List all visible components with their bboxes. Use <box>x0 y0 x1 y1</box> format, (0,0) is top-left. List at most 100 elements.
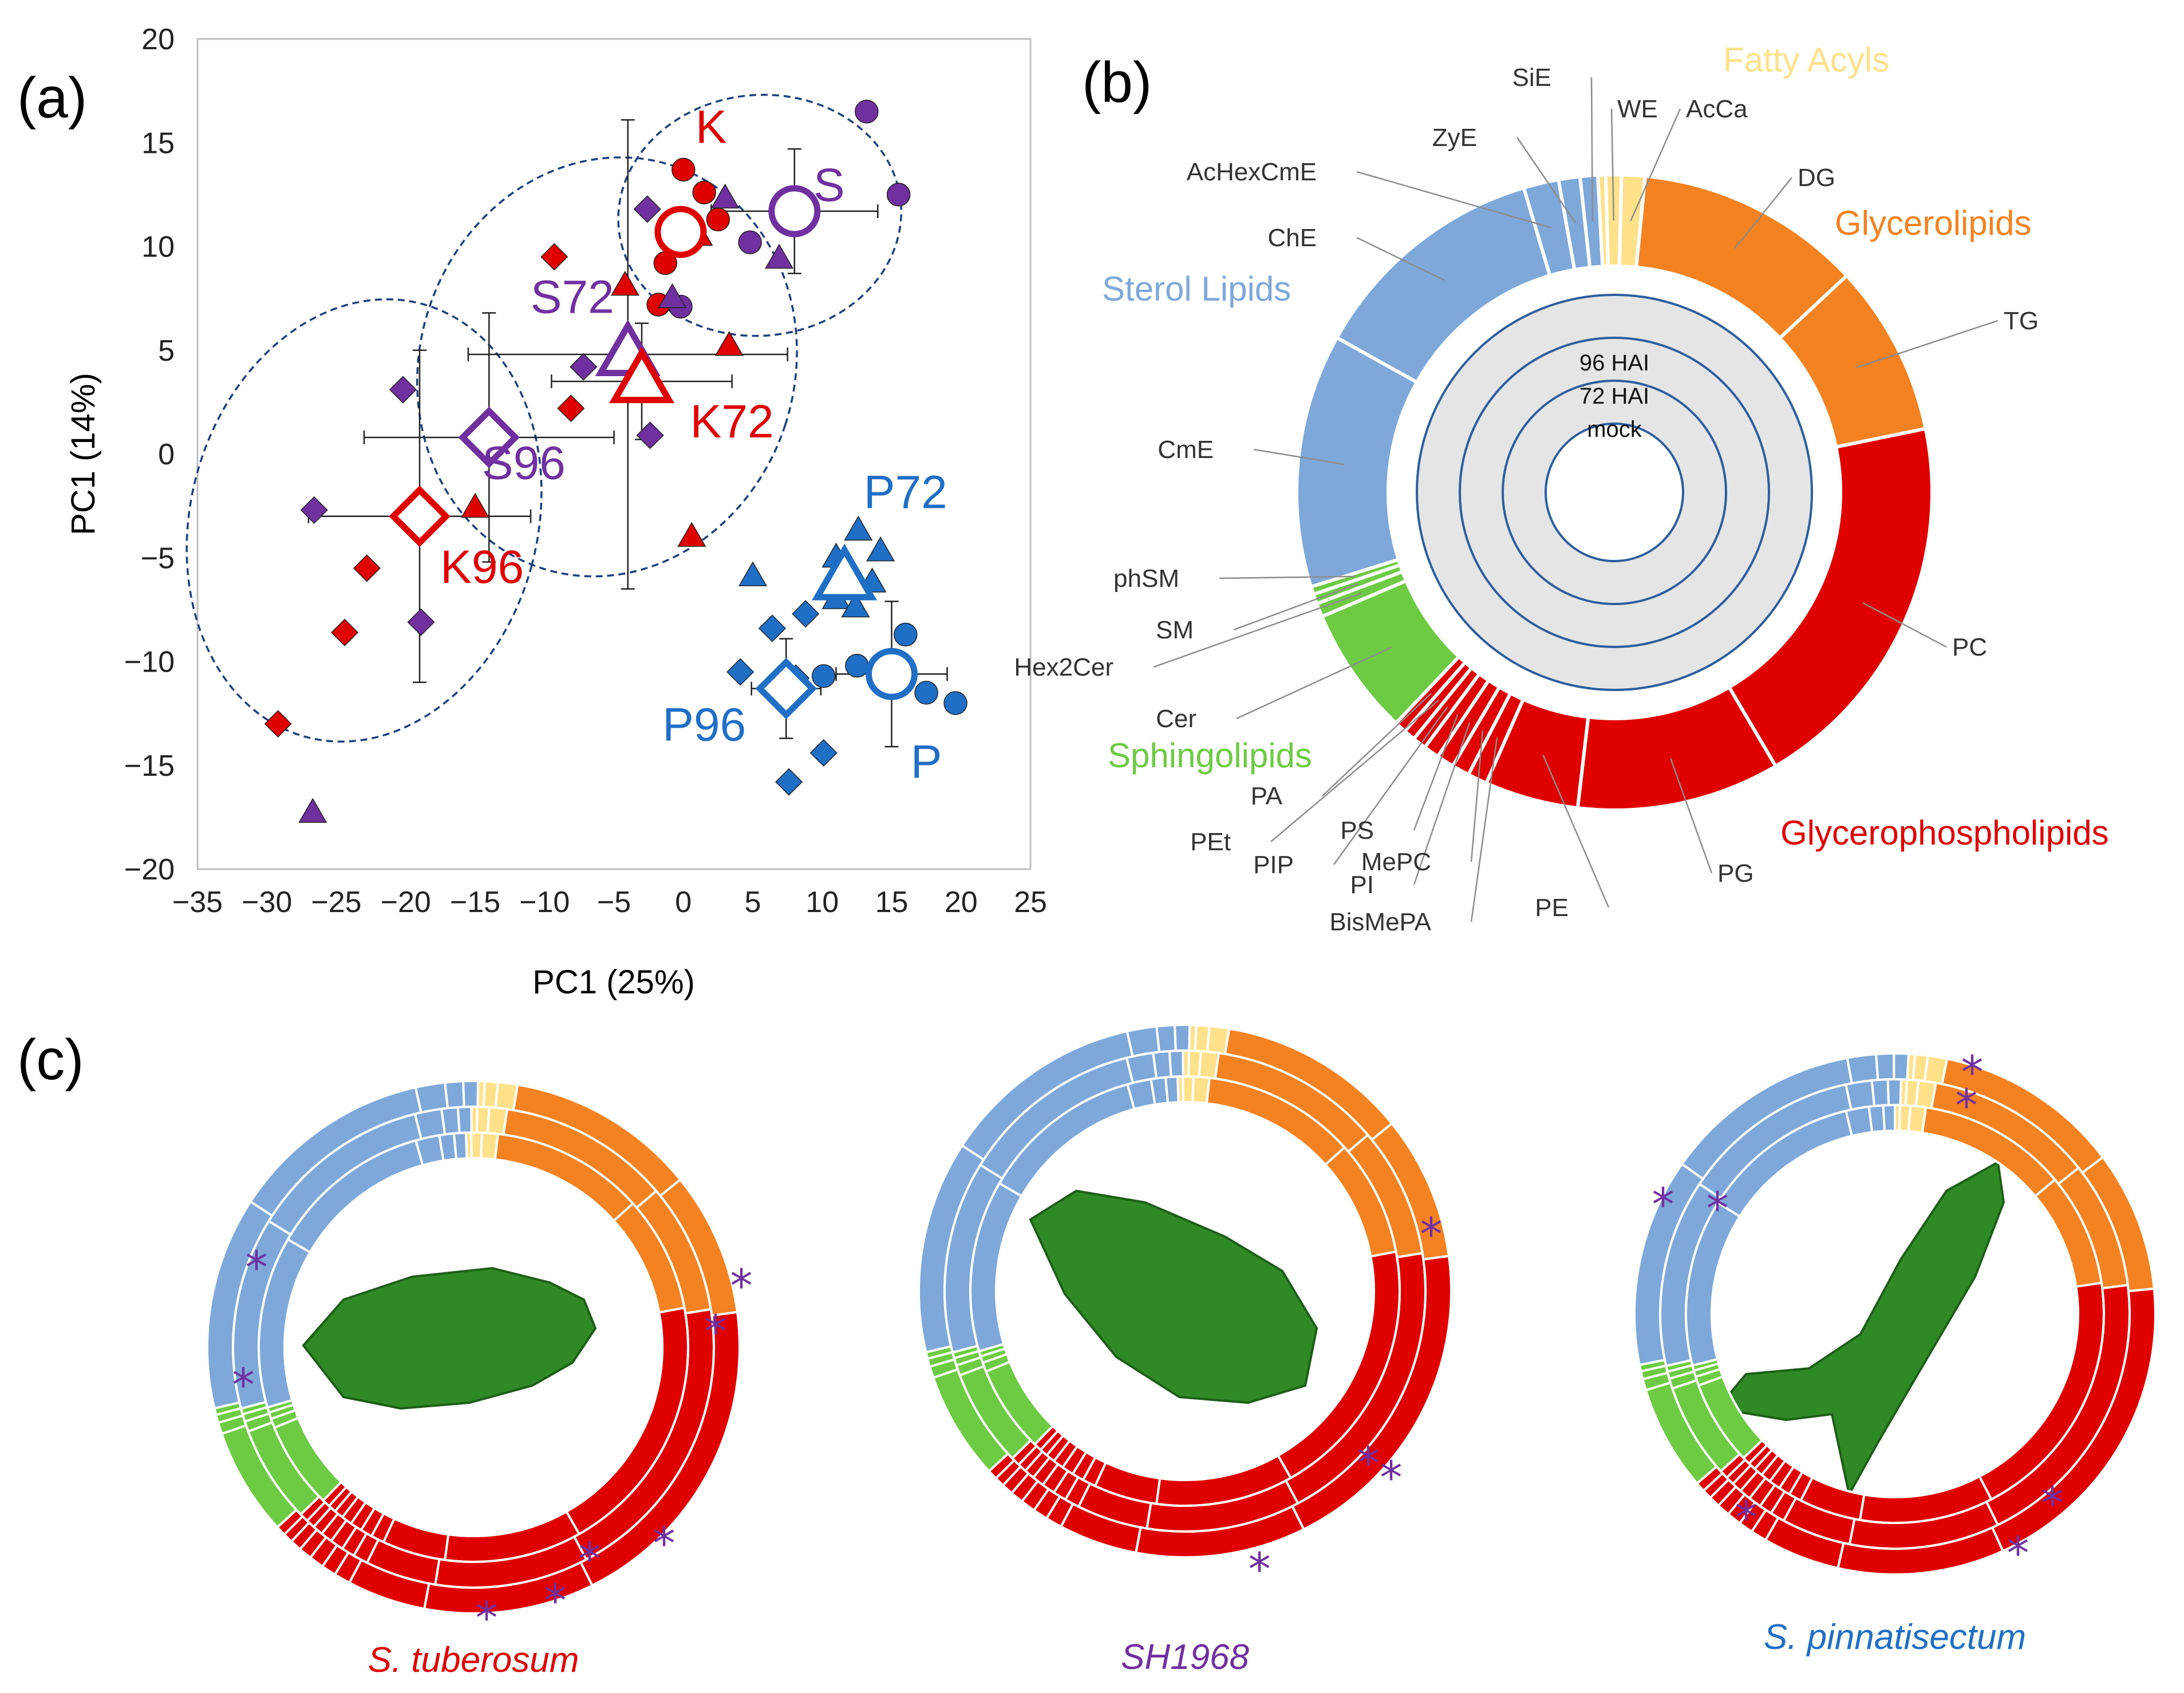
leader-line <box>1322 693 1432 796</box>
x-tick-label: 0 <box>675 886 692 919</box>
ring-segment <box>1844 1079 1876 1111</box>
donut-segment <box>1727 427 1934 769</box>
ring-segment <box>1882 1103 1896 1132</box>
data-point <box>557 394 585 423</box>
x-tick-label: −35 <box>172 886 223 919</box>
y-tick-label: −20 <box>124 853 175 886</box>
significance-star: * <box>1735 1493 1758 1544</box>
significance-star: * <box>1707 1183 1729 1235</box>
leaf-image <box>1029 1189 1318 1404</box>
centroid-marker <box>812 543 878 601</box>
significance-star: * <box>705 1307 727 1358</box>
leader-line <box>1670 758 1713 874</box>
data-point <box>844 515 873 541</box>
species-ring-tuberosum: ******** <box>206 1080 753 1644</box>
y-tick-label: 20 <box>141 23 175 56</box>
data-point <box>636 421 664 449</box>
y-tick-label: 5 <box>158 334 175 368</box>
leader-line <box>1413 714 1459 831</box>
ring-center <box>1545 423 1684 562</box>
group-centroids <box>389 185 918 720</box>
leader-line <box>1153 592 1362 668</box>
group-label: P96 <box>662 698 746 751</box>
segment-label: phSM <box>1113 565 1179 593</box>
data-point <box>738 561 768 586</box>
data-point <box>633 195 661 223</box>
leader-line <box>1855 319 1999 369</box>
segment-label: PE <box>1535 894 1569 922</box>
centroid-marker <box>755 657 817 720</box>
leader-line <box>1470 730 1484 862</box>
significance-star: * <box>476 1593 498 1644</box>
data-point <box>407 608 435 636</box>
leader-line <box>1630 108 1681 222</box>
x-tick-label: 25 <box>1014 886 1047 919</box>
y-axis-title: PC1 (14%) <box>65 373 102 535</box>
significance-star: * <box>1357 1438 1380 1490</box>
data-point <box>845 654 869 678</box>
ring-segment <box>414 1081 449 1114</box>
centroid-marker <box>654 206 707 258</box>
y-tick-label: 0 <box>158 438 175 471</box>
segment-label: PI <box>1350 871 1374 899</box>
significance-star: * <box>2041 1478 2064 1530</box>
data-point <box>658 283 687 309</box>
ring-segment <box>452 1131 468 1161</box>
x-tick-label: 15 <box>875 886 909 919</box>
significance-star: * <box>1380 1453 1403 1504</box>
significance-star: * <box>653 1518 676 1570</box>
segment-label: MePC <box>1361 848 1431 876</box>
ring-segment <box>1874 1052 1895 1082</box>
segment-leader-lines <box>1153 77 1999 922</box>
segment-label: PEt <box>1190 828 1231 856</box>
data-point <box>792 600 820 628</box>
group-label: K <box>696 101 727 153</box>
y-tick-label: −15 <box>124 749 175 783</box>
data-point <box>540 243 568 271</box>
y-tick-label: 10 <box>141 231 175 264</box>
data-point <box>570 353 598 381</box>
data-point <box>298 798 327 823</box>
segment-label: PA <box>1251 782 1283 810</box>
data-point <box>914 681 938 705</box>
data-point <box>738 230 762 254</box>
centroid-marker <box>768 185 821 238</box>
species-ring-pinnatisectum: *** ** ** <box>1633 1047 2157 1580</box>
ring-segment <box>456 1106 473 1134</box>
error-bars <box>307 119 948 748</box>
sample-points <box>264 100 967 823</box>
data-point <box>264 710 292 738</box>
data-point <box>710 183 740 209</box>
ring-segment <box>444 1080 465 1110</box>
ring-segment <box>1173 1024 1191 1052</box>
ring-segment <box>1886 1078 1902 1107</box>
centroid-marker <box>866 648 918 700</box>
data-point <box>389 376 417 404</box>
x-tick-label: 10 <box>805 886 839 919</box>
significance-star: * <box>730 1261 753 1312</box>
significance-star: * <box>1420 1209 1443 1261</box>
data-point <box>330 618 359 646</box>
data-point <box>811 664 836 688</box>
ring-segment <box>1893 1052 1910 1081</box>
x-tick-label: −30 <box>242 886 292 919</box>
data-point <box>610 270 639 296</box>
data-point <box>706 207 730 232</box>
x-tick-label: 5 <box>745 886 761 919</box>
species-panels: ******** ** ** *** ** ** S. tuberosum SH196… <box>206 1024 2157 1680</box>
data-point <box>460 492 490 518</box>
leader-line <box>1470 737 1498 922</box>
significance-star: * <box>1956 1080 1978 1132</box>
plot-area <box>196 38 1032 870</box>
data-point <box>765 243 794 269</box>
pca-scatter-plot: −35 −30 −25 −20 −15 −10 −5 0 5 10 15 20 25 20 15 10 5 0 −5… <box>65 23 1047 1001</box>
panel-c-label: (c) <box>17 1028 84 1092</box>
data-point <box>726 658 755 686</box>
x-tick-label: 20 <box>945 886 978 919</box>
x-tick-label: −15 <box>450 886 500 919</box>
lipid-class-donut: 96 HAI 72 HAI mock SiE WE AcCa ZyE AcHexCmE C… <box>1014 41 2108 936</box>
ring-segment <box>1870 1078 1890 1107</box>
group-label: K96 <box>440 541 524 593</box>
segment-label: SM <box>1156 616 1194 644</box>
